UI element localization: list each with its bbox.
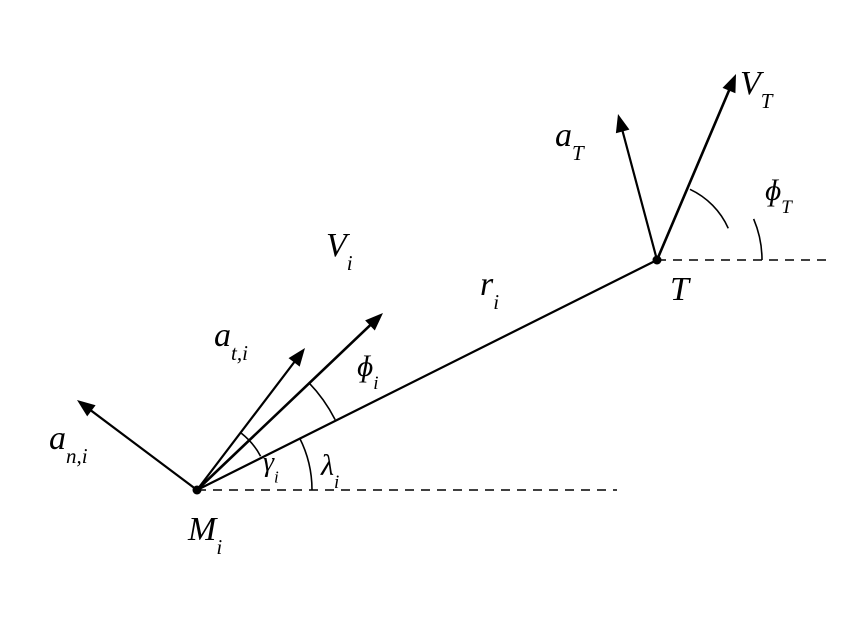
svg-text:Mi: Mi [187,511,222,559]
svg-text:an,i: an,i [49,420,88,468]
svg-text:ɸi: ɸi [357,350,379,393]
svg-text:VT: VT [740,65,774,113]
svg-text:aT: aT [555,117,585,165]
svg-text:at,i: at,i [214,317,248,365]
svg-text:ri: ri [480,266,499,314]
svg-text:Vi: Vi [326,227,353,275]
svg-text:λi: λi [320,449,339,492]
svg-text:ɸT: ɸT [765,174,793,217]
svg-text:γi: γi [263,447,279,486]
svg-text:T: T [670,271,691,308]
